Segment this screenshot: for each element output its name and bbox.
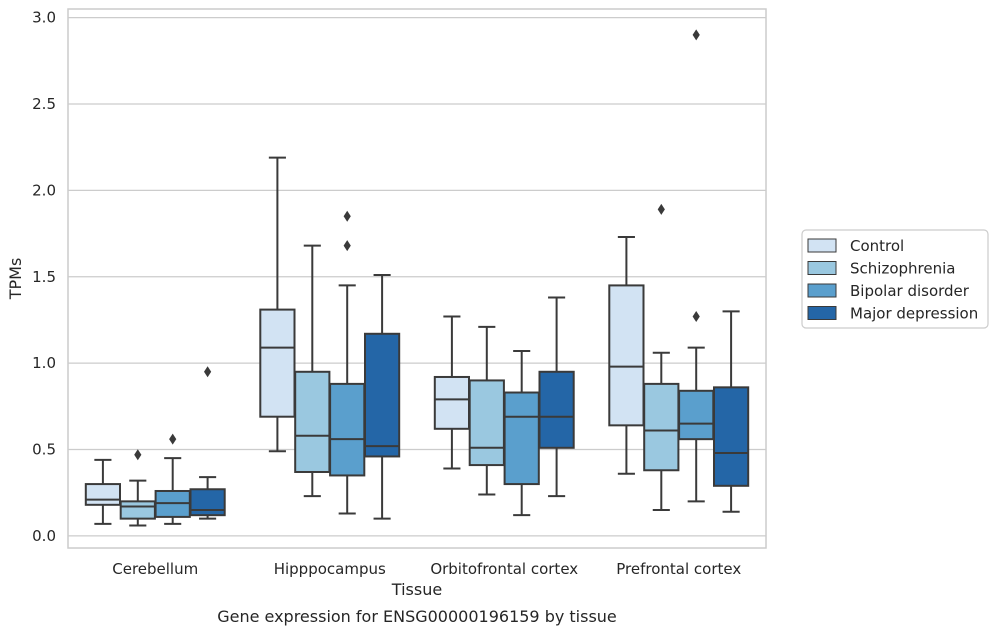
y-tick-label: 2.5 <box>32 95 56 113</box>
box-iqr <box>363 332 401 458</box>
x-tick-label: Prefrontal cortex <box>616 560 741 578</box>
y-axis-label: TPMs <box>6 258 25 301</box>
y-tick-label: 0.5 <box>32 441 56 459</box>
grid-lines <box>68 17 766 537</box>
plot-frame <box>67 8 767 549</box>
box-major-depression <box>712 310 750 513</box>
legend-swatch <box>807 238 837 253</box>
box-iqr <box>84 483 122 506</box>
box-control <box>84 458 122 525</box>
box-iqr <box>712 386 750 487</box>
box-iqr <box>678 389 715 441</box>
box-iqr <box>329 382 366 477</box>
outlier-point <box>343 210 351 222</box>
outlier-point <box>204 366 212 378</box>
box-iqr <box>643 382 680 472</box>
box-iqr <box>468 379 505 467</box>
y-axis-ticks: 0.0 0.5 1.0 1.5 2.0 2.5 3.0 <box>32 9 56 545</box>
x-axis-ticks: Cerebellum Hipppocampus Orbitofrontal cort… <box>112 560 741 578</box>
box-iqr <box>608 284 645 427</box>
box-iqr <box>259 308 296 418</box>
boxes <box>84 29 750 527</box>
x-axis-label: Tissue <box>391 580 442 599</box>
box-control <box>259 156 296 453</box>
y-tick-label: 2.0 <box>32 181 56 199</box>
y-tick-label: 1.0 <box>32 354 56 372</box>
chart-caption: Gene expression for ENSG00000196159 by t… <box>217 607 617 626</box>
legend-label: Schizophrenia <box>850 260 955 278</box>
y-tick-label: 0.0 <box>32 527 56 545</box>
box-major-depression <box>538 296 575 498</box>
x-tick-label: Hipppocampus <box>274 560 386 578</box>
legend-swatch <box>807 261 837 275</box>
box-bipolar-disorder <box>678 29 715 503</box>
outlier-point <box>692 29 700 41</box>
legend-swatch <box>807 306 837 320</box>
box-iqr <box>538 370 575 449</box>
box-schizophrenia <box>294 244 331 498</box>
box-iqr <box>119 500 156 520</box>
box-iqr <box>433 375 471 430</box>
box-major-depression <box>363 274 401 520</box>
legend-label: Major depression <box>850 305 978 323</box>
box-control <box>433 315 471 470</box>
box-bipolar-disorder <box>329 210 366 515</box>
box-bipolar-disorder <box>154 433 191 525</box>
outlier-point <box>343 240 351 252</box>
box-iqr <box>294 370 331 473</box>
x-tick-label: Orbitofrontal cortex <box>430 560 578 578</box>
legend: Control Schizophrenia Bipolar disorder Majo… <box>801 229 989 329</box>
y-tick-label: 3.0 <box>32 9 56 27</box>
legend-label: Bipolar disorder <box>850 282 970 300</box>
outlier-point <box>169 433 177 445</box>
outlier-point <box>134 449 142 461</box>
legend-swatch <box>807 283 837 298</box>
x-tick-label: Cerebellum <box>112 560 198 578</box>
outlier-point <box>657 203 665 215</box>
box-schizophrenia <box>643 203 680 511</box>
box-iqr <box>189 488 226 517</box>
box-control <box>608 236 645 475</box>
box-iqr <box>503 391 540 486</box>
legend-label: Control <box>850 237 904 255</box>
outlier-point <box>692 311 700 323</box>
box-major-depression <box>189 366 226 520</box>
y-tick-label: 1.5 <box>32 268 56 286</box>
box-bipolar-disorder <box>503 350 540 517</box>
box-schizophrenia <box>468 325 505 496</box>
box-schizophrenia <box>119 449 156 527</box>
legend-box <box>801 229 989 329</box>
